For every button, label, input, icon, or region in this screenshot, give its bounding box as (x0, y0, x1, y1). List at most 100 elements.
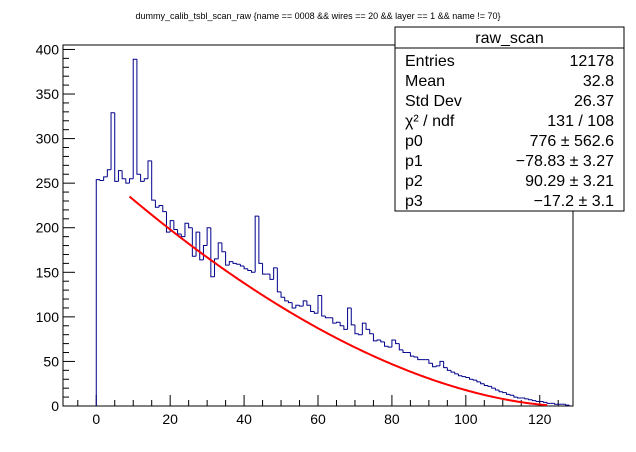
histogram-bin (269, 274, 274, 280)
histogram-bin (295, 304, 300, 308)
histogram-bin (158, 204, 163, 208)
stats-row-value: −78.83 ± 3.27 (516, 153, 614, 170)
stats-row-value: 12178 (570, 53, 615, 70)
histogram-bin (365, 323, 370, 330)
histogram-bin (258, 216, 263, 264)
stats-row-label: Std Dev (405, 93, 462, 110)
stats-row-label: Mean (405, 73, 445, 90)
histogram-bin (465, 376, 470, 378)
histogram-bin (302, 300, 307, 307)
histogram-bin (343, 325, 348, 330)
histogram-bin (243, 266, 248, 270)
histogram-bin (221, 242, 226, 253)
histogram-bin (180, 233, 185, 238)
histogram-bin (528, 398, 533, 401)
histogram-bin (535, 400, 540, 403)
histogram-bin (106, 169, 112, 177)
histogram-bin (372, 333, 378, 342)
histogram-bin (358, 333, 363, 336)
x-tick-label: 0 (92, 411, 100, 427)
histogram-bin (121, 170, 126, 180)
histogram-bin (517, 397, 522, 399)
histogram-bin (165, 211, 171, 233)
y-tick-label: 0 (51, 398, 59, 414)
y-tick-label: 350 (36, 86, 60, 102)
histogram-bin (398, 343, 403, 351)
histogram-bin (306, 300, 311, 306)
histogram-bin (162, 205, 167, 213)
histogram-bin (299, 305, 304, 307)
histogram-bin (335, 321, 341, 324)
histogram-bin (565, 404, 570, 406)
histogram-bin (147, 160, 152, 179)
histogram-bin (151, 160, 156, 201)
histogram-bin (125, 178, 130, 184)
x-tick-label: 120 (528, 411, 552, 427)
histogram-bin (380, 340, 385, 343)
histogram-bin (173, 220, 178, 231)
histogram-bin (505, 392, 511, 395)
fit-curve (128, 195, 548, 407)
histogram-bin (402, 349, 407, 354)
stats-row-label: p1 (405, 153, 423, 170)
histogram-bin (417, 356, 422, 361)
stats-row-label: χ² / ndf (405, 113, 455, 130)
stats-row-value: 32.8 (583, 73, 614, 90)
histogram-bin (494, 388, 500, 391)
stats-box: raw_scan Entries 12178 Mean 32.8 Std Dev 26.37… (394, 26, 625, 212)
y-tick-label: 300 (36, 131, 60, 147)
histogram-bin (247, 268, 252, 272)
histogram-bin (291, 302, 296, 309)
histogram-bin (254, 215, 259, 273)
histogram-bin (99, 179, 104, 181)
histogram-bin (554, 403, 559, 405)
histogram-bin (509, 394, 514, 396)
histogram-bin (276, 267, 282, 293)
histogram-bin (472, 379, 477, 381)
histogram-bin (439, 360, 444, 366)
histogram-bin (413, 356, 418, 358)
histogram-bin (498, 389, 503, 393)
histogram-bin (361, 322, 367, 335)
histogram-bin (332, 317, 337, 324)
histogram-bin (188, 223, 193, 229)
histogram-bin (210, 227, 215, 278)
histogram-bin (184, 222, 189, 237)
histogram-bin (324, 315, 330, 319)
histogram-bin (143, 178, 148, 182)
histogram-bin (310, 305, 315, 313)
histogram-bin (339, 322, 344, 327)
histogram-bin (513, 395, 518, 398)
histogram-bin (214, 258, 219, 277)
histogram-bin (280, 291, 285, 298)
histogram-bin (154, 200, 160, 208)
y-tick-label: 400 (36, 41, 60, 57)
histogram-bin (376, 339, 381, 341)
histogram-bin (117, 170, 123, 182)
histogram-bin (232, 261, 237, 264)
histogram-bin (491, 386, 496, 389)
histogram-bin (391, 339, 396, 348)
histogram-bin (95, 179, 100, 406)
stats-row-label: p0 (405, 133, 423, 150)
stats-row-label: Entries (405, 53, 455, 70)
stats-row-label: p2 (405, 173, 423, 190)
histogram-bin (384, 341, 389, 347)
histogram-bin (313, 311, 318, 314)
plot-area: 0 20 40 60 80 100 120 0 50 100 150 200 250 300 350 400 (36, 41, 574, 427)
x-tick-label: 40 (236, 411, 252, 427)
stats-box-title: raw_scan (475, 30, 543, 47)
histogram-bin (469, 377, 474, 380)
histogram-bin (454, 372, 459, 375)
histogram-bin (457, 373, 463, 377)
histogram-bin (347, 307, 352, 330)
histogram-bin (103, 176, 108, 181)
histogram-bin (250, 270, 256, 273)
histogram-bin (350, 307, 355, 326)
histogram-bin (483, 383, 488, 386)
histogram-bin (273, 267, 278, 280)
histogram-bin (450, 370, 455, 373)
stats-row-value: 90.29 ± 3.21 (525, 173, 614, 190)
y-tick-label: 50 (43, 353, 59, 369)
